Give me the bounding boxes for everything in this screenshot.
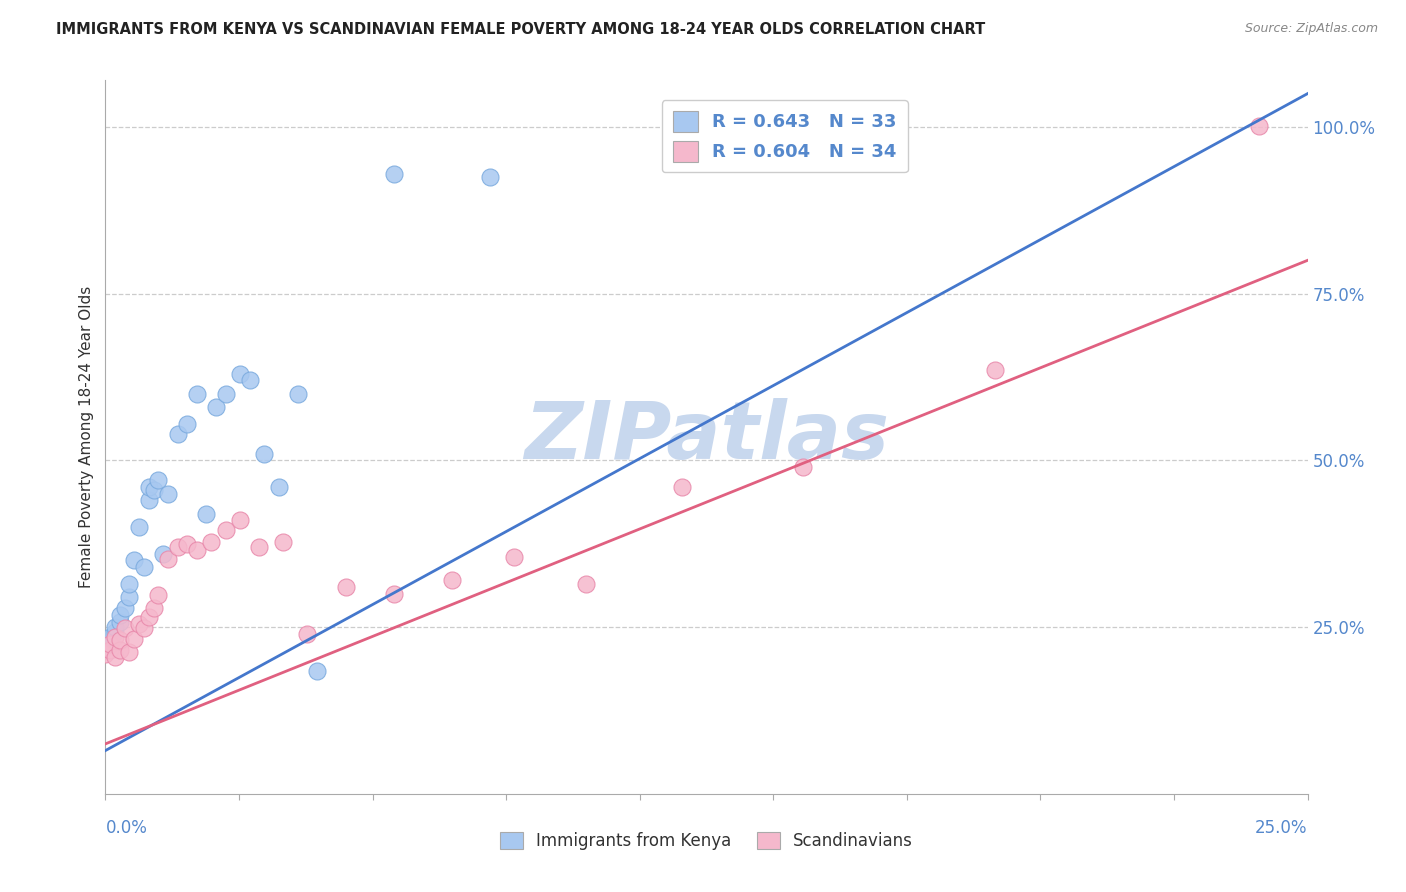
Point xyxy=(382,167,405,181)
Point xyxy=(214,524,236,538)
Point xyxy=(142,483,165,498)
Point xyxy=(305,664,328,678)
Y-axis label: Female Poverty Among 18-24 Year Olds: Female Poverty Among 18-24 Year Olds xyxy=(79,286,94,588)
Point xyxy=(94,640,117,655)
Point xyxy=(176,537,198,551)
Point xyxy=(148,588,170,602)
Point xyxy=(152,547,174,561)
Point xyxy=(156,487,179,501)
Point xyxy=(104,620,127,634)
Point xyxy=(98,637,121,651)
Point xyxy=(440,574,463,588)
Point xyxy=(118,590,141,604)
Point xyxy=(94,647,117,661)
Point xyxy=(156,552,179,566)
Point xyxy=(118,576,141,591)
Point xyxy=(138,610,160,624)
Point xyxy=(200,534,222,549)
Point xyxy=(132,622,155,636)
Text: Source: ZipAtlas.com: Source: ZipAtlas.com xyxy=(1244,22,1378,36)
Point xyxy=(114,601,136,615)
Point xyxy=(229,513,252,527)
Point xyxy=(984,363,1007,377)
Point xyxy=(104,630,127,644)
Point xyxy=(479,169,502,184)
Point xyxy=(118,645,141,659)
Point xyxy=(98,635,121,649)
Point xyxy=(247,540,270,554)
Point xyxy=(671,480,693,494)
Point xyxy=(335,580,357,594)
Point xyxy=(229,367,252,381)
Point xyxy=(239,373,262,387)
Point xyxy=(104,625,127,640)
Point xyxy=(114,622,136,636)
Point xyxy=(287,386,309,401)
Point xyxy=(128,520,150,534)
Point xyxy=(142,601,165,615)
Point xyxy=(124,632,146,647)
Point xyxy=(792,460,814,475)
Point xyxy=(148,474,170,488)
Text: 25.0%: 25.0% xyxy=(1256,819,1308,837)
Point xyxy=(575,576,598,591)
Point xyxy=(138,493,160,508)
Point xyxy=(104,650,127,665)
Point xyxy=(98,643,121,657)
Point xyxy=(108,615,131,629)
Point xyxy=(195,507,218,521)
Point xyxy=(138,480,160,494)
Point xyxy=(108,643,131,657)
Point xyxy=(214,386,236,401)
Point xyxy=(108,608,131,623)
Point xyxy=(132,560,155,574)
Point xyxy=(98,630,121,644)
Legend: Immigrants from Kenya, Scandinavians: Immigrants from Kenya, Scandinavians xyxy=(494,825,920,857)
Point xyxy=(267,480,290,494)
Point xyxy=(253,447,276,461)
Point xyxy=(503,550,526,565)
Point xyxy=(273,534,295,549)
Text: IMMIGRANTS FROM KENYA VS SCANDINAVIAN FEMALE POVERTY AMONG 18-24 YEAR OLDS CORRE: IMMIGRANTS FROM KENYA VS SCANDINAVIAN FE… xyxy=(56,22,986,37)
Point xyxy=(205,400,228,414)
Point xyxy=(1249,119,1271,133)
Point xyxy=(166,540,188,554)
Point xyxy=(128,616,150,631)
Point xyxy=(186,543,208,558)
Point xyxy=(297,627,319,641)
Point xyxy=(176,417,198,431)
Point xyxy=(124,553,146,567)
Text: 0.0%: 0.0% xyxy=(105,819,148,837)
Point xyxy=(382,587,405,601)
Point xyxy=(166,426,188,441)
Point xyxy=(108,633,131,648)
Text: ZIPatlas: ZIPatlas xyxy=(524,398,889,476)
Point xyxy=(186,386,208,401)
